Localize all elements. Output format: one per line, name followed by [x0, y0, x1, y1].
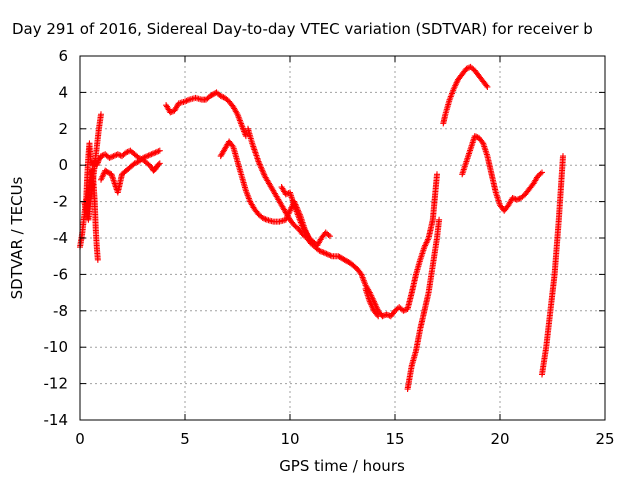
y-tick-label: 0 [58, 156, 68, 174]
data-point [133, 159, 139, 166]
x-axis-label: GPS time / hours [279, 457, 405, 475]
y-tick-label: -14 [44, 411, 69, 429]
data-point [131, 160, 138, 167]
data-point [98, 111, 104, 118]
y-tick-label: -2 [53, 193, 68, 211]
data-point [217, 93, 224, 100]
data-point [319, 248, 326, 255]
data-point [471, 133, 478, 140]
data-point [94, 256, 101, 263]
data-point [484, 83, 491, 90]
data-point [123, 149, 130, 156]
data-point [184, 97, 191, 104]
data-point [308, 238, 314, 245]
data-point [509, 194, 516, 201]
data-point [112, 152, 118, 159]
data-point [148, 151, 155, 158]
data-point [374, 311, 381, 318]
data-point [400, 307, 407, 314]
data-point [383, 311, 390, 318]
data-point [483, 82, 490, 89]
data-point [320, 249, 327, 256]
data-point [560, 153, 566, 160]
data-point [167, 109, 174, 116]
data-point [154, 148, 160, 155]
data-point [323, 250, 330, 257]
data-point [515, 196, 522, 203]
data-point [316, 247, 323, 254]
data-point [141, 154, 148, 161]
y-tick-label: -4 [53, 229, 68, 247]
data-point [145, 152, 152, 159]
data-point [327, 252, 334, 259]
data-points [77, 63, 566, 393]
data-point [463, 65, 470, 72]
x-tick-label: 0 [75, 430, 85, 448]
data-point [106, 154, 113, 161]
data-point [511, 195, 517, 202]
x-tick-label: 25 [595, 430, 614, 448]
y-tick-label: -6 [53, 265, 68, 283]
data-point [142, 153, 149, 160]
data-point [262, 216, 269, 223]
x-tick-label: 15 [385, 430, 404, 448]
data-point [473, 133, 480, 140]
x-tick-label: 10 [280, 430, 299, 448]
data-point [107, 154, 114, 161]
data-point [324, 251, 331, 258]
data-point [322, 250, 328, 257]
data-point [317, 248, 324, 255]
x-tick-label: 20 [490, 430, 509, 448]
data-point [168, 108, 175, 115]
data-point [109, 153, 116, 160]
x-tick-label: 5 [180, 430, 190, 448]
y-tick-label: 4 [58, 83, 68, 101]
data-point [401, 307, 408, 314]
data-point [242, 133, 249, 140]
data-point [117, 152, 124, 159]
data-point [182, 98, 188, 105]
y-tick-label: 2 [58, 120, 68, 138]
data-point [156, 147, 163, 154]
data-point [98, 153, 104, 160]
grid [80, 56, 605, 420]
data-point [151, 150, 158, 157]
data-point [114, 151, 121, 158]
data-point [436, 216, 443, 223]
data-point [147, 151, 153, 158]
data-point [156, 160, 163, 167]
data-point [219, 93, 226, 100]
data-point [537, 170, 544, 177]
data-point [152, 149, 159, 156]
data-point [259, 214, 266, 221]
data-point [325, 231, 332, 238]
data-point [140, 154, 146, 161]
data-point [100, 151, 107, 158]
data-point [513, 196, 520, 203]
data-point [326, 233, 333, 240]
data-point [144, 153, 151, 160]
data-point [126, 148, 132, 155]
data-point [149, 150, 156, 157]
data-point [539, 169, 545, 176]
data-point [183, 97, 190, 104]
data-point [375, 313, 382, 320]
y-tick-label: 6 [58, 47, 68, 65]
data-point [110, 153, 117, 160]
data-point [380, 312, 387, 319]
y-axis-label: SDTVAR / TECUs [8, 176, 26, 299]
data-point [466, 64, 473, 71]
chart-title: Day 291 of 2016, Sidereal Day-to-day VTE… [12, 20, 593, 38]
y-tick-label: -8 [53, 302, 68, 320]
data-point [434, 171, 440, 178]
y-tick-label: -10 [44, 338, 69, 356]
data-point [155, 148, 162, 155]
data-point [261, 215, 268, 222]
data-point [326, 251, 333, 258]
y-tick-label: -12 [44, 375, 69, 393]
data-point [155, 161, 162, 168]
